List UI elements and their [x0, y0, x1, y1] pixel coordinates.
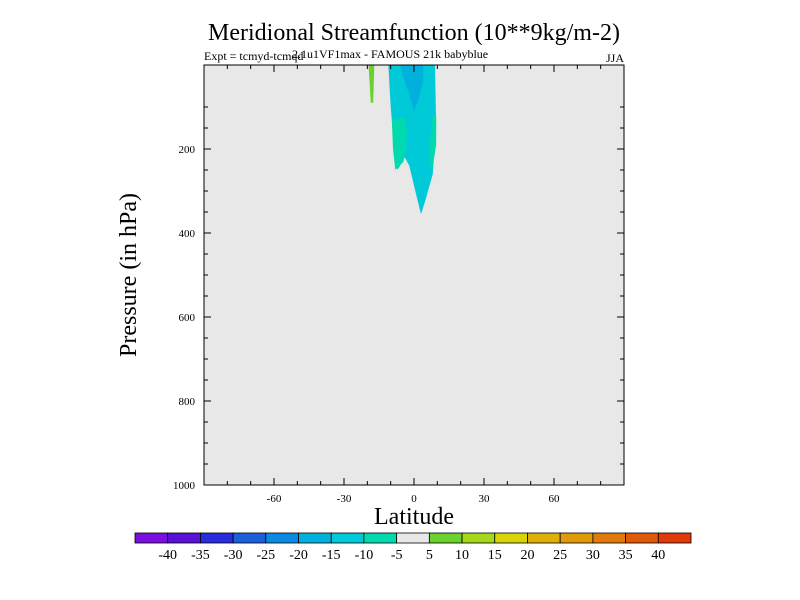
- colorbar-swatch: [265, 532, 299, 544]
- colorbar-label: -10: [355, 548, 374, 563]
- colorbar: [134, 532, 692, 544]
- contour-region-blue-core: [400, 65, 424, 112]
- y-tick-label: 800: [179, 396, 196, 408]
- x-tick-label: 60: [549, 493, 561, 505]
- contour-region-teal-lower: [391, 117, 407, 170]
- x-tick-label: -60: [267, 493, 282, 505]
- colorbar-swatch: [167, 532, 201, 544]
- axis-tick-labels: -60 -30 0 30 60 200 400 600 800 1000: [173, 144, 560, 505]
- colorbar-label: -15: [322, 548, 341, 563]
- chart-title: Meridional Streamfunction (10**9kg/m-2): [208, 20, 620, 46]
- colorbar-label: -25: [256, 548, 275, 563]
- contour-region-green-sliver: [368, 65, 375, 103]
- colorbar-swatch: [527, 532, 561, 544]
- colorbar-label: -5: [391, 548, 403, 563]
- colorbar-swatch: [298, 532, 332, 544]
- colorbar-label: 40: [651, 548, 665, 563]
- colorbar-label: 35: [619, 548, 633, 563]
- y-tick-label: 400: [179, 228, 196, 240]
- colorbar-swatch: [363, 532, 398, 544]
- colorbar-swatch: [461, 532, 496, 544]
- colorbar-swatch: [396, 532, 430, 544]
- x-tick-label: 0: [411, 493, 417, 505]
- colorbar-label: -30: [224, 548, 243, 563]
- colorbar-label: 5: [426, 548, 433, 563]
- colorbar-label: 20: [520, 548, 534, 563]
- colorbar-label: 15: [488, 548, 502, 563]
- colorbar-swatch: [494, 532, 528, 544]
- contour-region-cyan-outer: [388, 65, 437, 215]
- chart-subtitle-left: Expt = tcmyd-tcmqd: [204, 49, 303, 63]
- colorbar-swatch: [559, 532, 594, 544]
- colorbar-labels: -40 -35 -30 -25 -20 -15 -10 -5 5 10 15 20 25 30 35 40: [158, 548, 665, 563]
- y-tick-label: 1000: [173, 480, 196, 492]
- x-tick-label: -30: [337, 493, 352, 505]
- colorbar-swatch: [625, 532, 659, 544]
- chart-subtitle-overlap: 2.1u1VF1max - FAMOUS 21k babyblue: [292, 47, 488, 61]
- y-tick-label: 200: [179, 144, 196, 156]
- colorbar-label: 30: [586, 548, 600, 563]
- x-axis-label: Latitude: [374, 504, 454, 530]
- contour-region-teal-right: [429, 115, 437, 175]
- colorbar-swatch: [232, 532, 267, 544]
- colorbar-swatch: [428, 532, 463, 544]
- x-tick-label: 30: [479, 493, 491, 505]
- colorbar-swatch: [134, 532, 169, 544]
- colorbar-label: -40: [158, 548, 177, 563]
- colorbar-label: -20: [289, 548, 308, 563]
- colorbar-label: -35: [191, 548, 210, 563]
- y-tick-label: 600: [179, 312, 196, 324]
- colorbar-swatch: [657, 532, 692, 544]
- colorbar-label: 25: [553, 548, 567, 563]
- season-label: JJA: [606, 51, 624, 65]
- colorbar-swatch: [330, 532, 365, 544]
- y-axis-label: Pressure (in hPa): [116, 193, 142, 357]
- colorbar-swatch: [200, 532, 234, 544]
- colorbar-swatch: [592, 532, 626, 544]
- axis-ticks: [204, 65, 624, 485]
- contour-regions: [368, 65, 437, 215]
- colorbar-label: 10: [455, 548, 469, 563]
